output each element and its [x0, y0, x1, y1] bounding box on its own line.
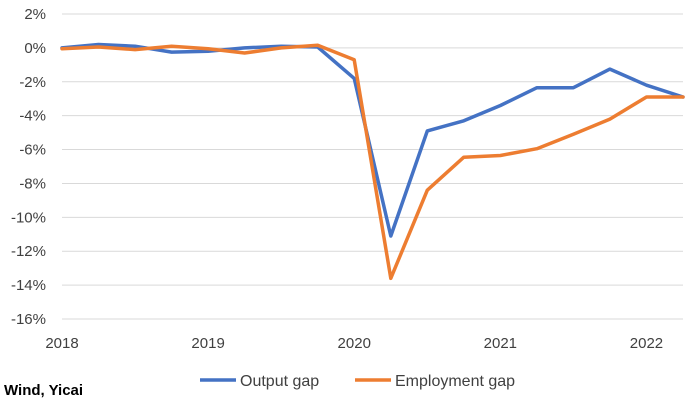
legend: Output gap Employment gap	[200, 373, 515, 390]
legend-label-output-gap: Output gap	[240, 373, 319, 390]
y-tick-label: -12%	[11, 243, 46, 260]
x-tick-label: 2020	[338, 335, 371, 352]
legend-label-employment-gap: Employment gap	[395, 373, 515, 390]
source-note: Wind, Yicai	[4, 382, 83, 399]
y-tick-label: -4%	[19, 108, 46, 125]
y-tick-label: 2%	[24, 6, 46, 23]
series-line-employment-gap	[60, 43, 685, 281]
y-tick-label: -8%	[19, 175, 46, 192]
x-tick-label: 2018	[45, 335, 78, 352]
x-tick-label: 2021	[484, 335, 517, 352]
series-line-output-gap	[60, 42, 685, 238]
y-tick-label: -10%	[11, 209, 46, 226]
y-tick-label: 0%	[24, 40, 46, 57]
series-lines	[60, 42, 685, 281]
y-tick-label: -2%	[19, 74, 46, 91]
y-tick-label: -16%	[11, 311, 46, 328]
y-axis-ticks: 2% 0% -2% -4% -6% -8% -10% -12% -14% -16%	[11, 6, 46, 328]
x-tick-label: 2022	[630, 335, 663, 352]
x-tick-label: 2019	[191, 335, 224, 352]
y-tick-label: -6%	[19, 142, 46, 159]
y-tick-label: -14%	[11, 277, 46, 294]
x-axis-ticks: 2018 2019 2020 2021 2022	[45, 335, 663, 352]
